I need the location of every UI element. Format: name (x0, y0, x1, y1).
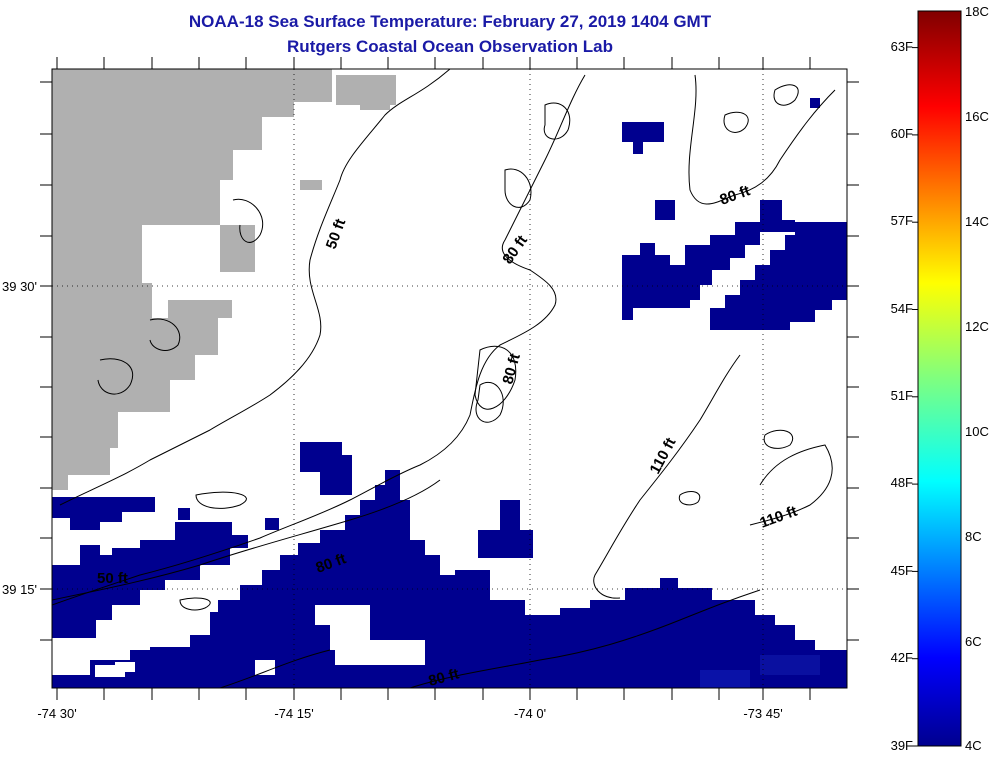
lon-label: -74 30' (37, 706, 76, 721)
f-label: 42F (891, 650, 913, 665)
f-label: 45F (891, 563, 913, 578)
f-label: 39F (891, 738, 913, 753)
map-subtitle: Rutgers Coastal Ocean Observation Lab (287, 37, 613, 56)
longitude-labels: -74 30' -74 15' -74 0' -73 45' (37, 706, 782, 721)
lon-label: -73 45' (743, 706, 782, 721)
f-label: 51F (891, 388, 913, 403)
map-area: 50 ft 80 ft 80 ft 80 ft 110 ft 110 ft 50… (52, 69, 847, 689)
fahrenheit-labels: 63F 60F 57F 54F 51F 48F 45F 42F 39F (891, 39, 913, 753)
c-label: 12C (965, 319, 989, 334)
depth-label: 80 ft (427, 665, 461, 689)
c-label: 8C (965, 529, 982, 544)
f-label: 48F (891, 475, 913, 490)
c-label: 16C (965, 109, 989, 124)
c-label: 14C (965, 214, 989, 229)
graticule (52, 69, 847, 688)
depth-label: 50 ft (97, 570, 128, 587)
colorbar-gradient (917, 10, 962, 747)
latitude-labels: 39 30' 39 15' (2, 279, 37, 597)
map-frame (51, 68, 848, 689)
f-label: 63F (891, 39, 913, 54)
map-ticks (40, 57, 859, 700)
map-title: NOAA-18 Sea Surface Temperature: Februar… (188, 12, 712, 31)
depth-contours (52, 69, 836, 688)
c-label: 6C (965, 634, 982, 649)
lon-label: -74 0' (514, 706, 546, 721)
f-label: 57F (891, 213, 913, 228)
celsius-labels: 18C 16C 14C 12C 10C 8C 6C 4C (965, 4, 989, 753)
cold-water-patches (52, 98, 847, 688)
c-label: 18C (965, 4, 989, 19)
c-label: 10C (965, 424, 989, 439)
lat-label: 39 15' (2, 582, 37, 597)
land-mask (52, 69, 396, 490)
c-label: 4C (965, 738, 982, 753)
f-label: 54F (891, 301, 913, 316)
f-label: 60F (891, 126, 913, 141)
lat-label: 39 30' (2, 279, 37, 294)
lon-label: -74 15' (274, 706, 313, 721)
